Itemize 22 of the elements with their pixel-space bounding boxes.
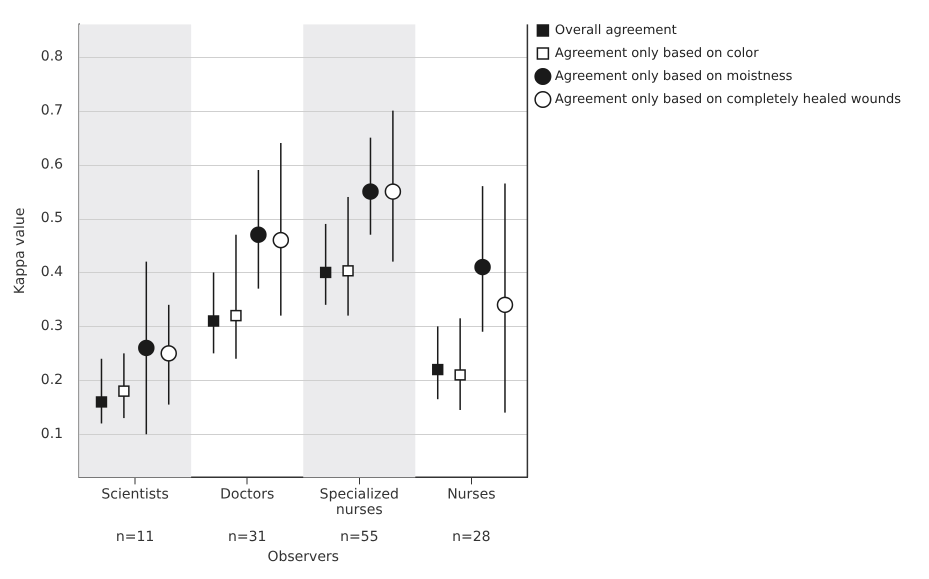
- y-tick-label: 0.8: [40, 48, 64, 64]
- y-tick-label: 0.4: [40, 264, 64, 280]
- y-tick-label: 0.5: [40, 210, 64, 226]
- x-tick-label: Doctors: [220, 486, 274, 503]
- text: n=28: [452, 529, 491, 546]
- legend-label: Agreement only based on completely healed wounds: [554, 92, 902, 107]
- text: n=55: [340, 529, 378, 546]
- y-tick-label: 0.3: [40, 318, 64, 334]
- x-axis-title: Observers: [267, 549, 339, 566]
- y-tick-label: 0.1: [40, 426, 64, 442]
- legend-label: Agreement only based on color: [554, 46, 760, 61]
- text: n=11: [116, 529, 154, 546]
- y-axis-title: Kappa value: [12, 208, 28, 294]
- x-tick-label: Specialized nurses: [320, 486, 399, 518]
- legend-label: Overall agreement: [554, 22, 677, 38]
- y-tick-label: 0.2: [40, 372, 64, 388]
- x-tick-label: Scientists: [101, 486, 169, 503]
- text: n=31: [228, 529, 266, 546]
- legend-label: Agreement only based on moistness: [554, 68, 793, 84]
- y-tick-label: 0.6: [40, 156, 64, 172]
- y-tick-label: 0.7: [40, 102, 64, 118]
- x-tick-label: Nurses: [447, 486, 496, 503]
